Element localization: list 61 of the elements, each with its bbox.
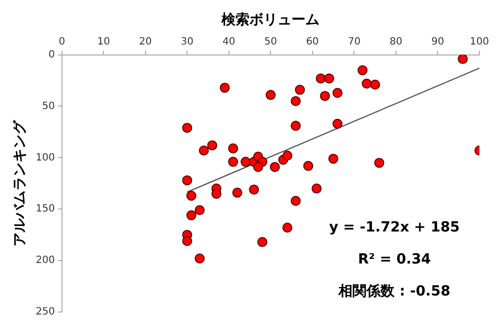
x-tick-label: 100 bbox=[470, 36, 490, 48]
x-tick-label: 90 bbox=[431, 36, 444, 48]
point bbox=[324, 73, 334, 84]
x-tick-label: 70 bbox=[348, 36, 361, 48]
point bbox=[282, 150, 292, 161]
point bbox=[370, 80, 380, 90]
point bbox=[282, 222, 292, 233]
point bbox=[316, 73, 326, 84]
x-tick-label: 80 bbox=[390, 36, 402, 48]
point bbox=[290, 120, 301, 131]
point bbox=[198, 145, 209, 156]
x-tick-label: 40 bbox=[222, 36, 236, 48]
point bbox=[290, 196, 301, 206]
annotation: y = -1.72x + 185 bbox=[329, 220, 460, 236]
point bbox=[266, 90, 276, 100]
point bbox=[228, 156, 238, 167]
point bbox=[186, 210, 196, 220]
point bbox=[303, 160, 314, 171]
y-tick-label: 100 bbox=[36, 152, 55, 164]
point bbox=[458, 54, 468, 64]
y-axis-title: アルバムランキング bbox=[12, 119, 28, 246]
x-tick-label: 30 bbox=[180, 36, 194, 48]
y-tick-label: 150 bbox=[36, 204, 55, 215]
point bbox=[257, 237, 268, 248]
point bbox=[207, 140, 218, 150]
y-tick-label: 200 bbox=[36, 255, 55, 266]
point bbox=[270, 162, 280, 172]
point bbox=[253, 162, 264, 172]
annotation: 相関係数 : -0.58 bbox=[338, 284, 450, 300]
point bbox=[232, 188, 242, 198]
x-tick-label: 10 bbox=[97, 36, 110, 48]
point bbox=[186, 190, 196, 201]
y-tick-label: 250 bbox=[36, 306, 55, 318]
point bbox=[182, 175, 192, 186]
point bbox=[228, 143, 238, 154]
x-tick-label: 60 bbox=[306, 36, 319, 48]
point bbox=[332, 88, 342, 98]
point bbox=[220, 82, 230, 93]
point bbox=[362, 78, 372, 89]
x-axis-title: 検索ボリューム bbox=[220, 12, 320, 28]
point bbox=[211, 188, 222, 199]
point bbox=[358, 65, 368, 76]
point bbox=[294, 84, 305, 95]
point bbox=[290, 96, 301, 106]
point bbox=[194, 205, 205, 216]
point bbox=[312, 184, 322, 194]
point bbox=[182, 122, 192, 133]
point bbox=[328, 154, 338, 164]
point bbox=[194, 254, 205, 264]
point bbox=[320, 90, 330, 101]
x-tick-label: 0 bbox=[58, 36, 66, 48]
annotation: R² = 0.34 bbox=[358, 252, 432, 268]
y-tick-label: 50 bbox=[42, 100, 55, 112]
point bbox=[248, 184, 259, 195]
x-tick-label: 50 bbox=[264, 36, 278, 48]
point bbox=[182, 236, 192, 246]
point bbox=[332, 118, 342, 129]
y-tick-label: 0 bbox=[48, 49, 55, 60]
point bbox=[374, 158, 384, 168]
point bbox=[240, 156, 251, 167]
x-tick-label: 20 bbox=[139, 36, 152, 48]
